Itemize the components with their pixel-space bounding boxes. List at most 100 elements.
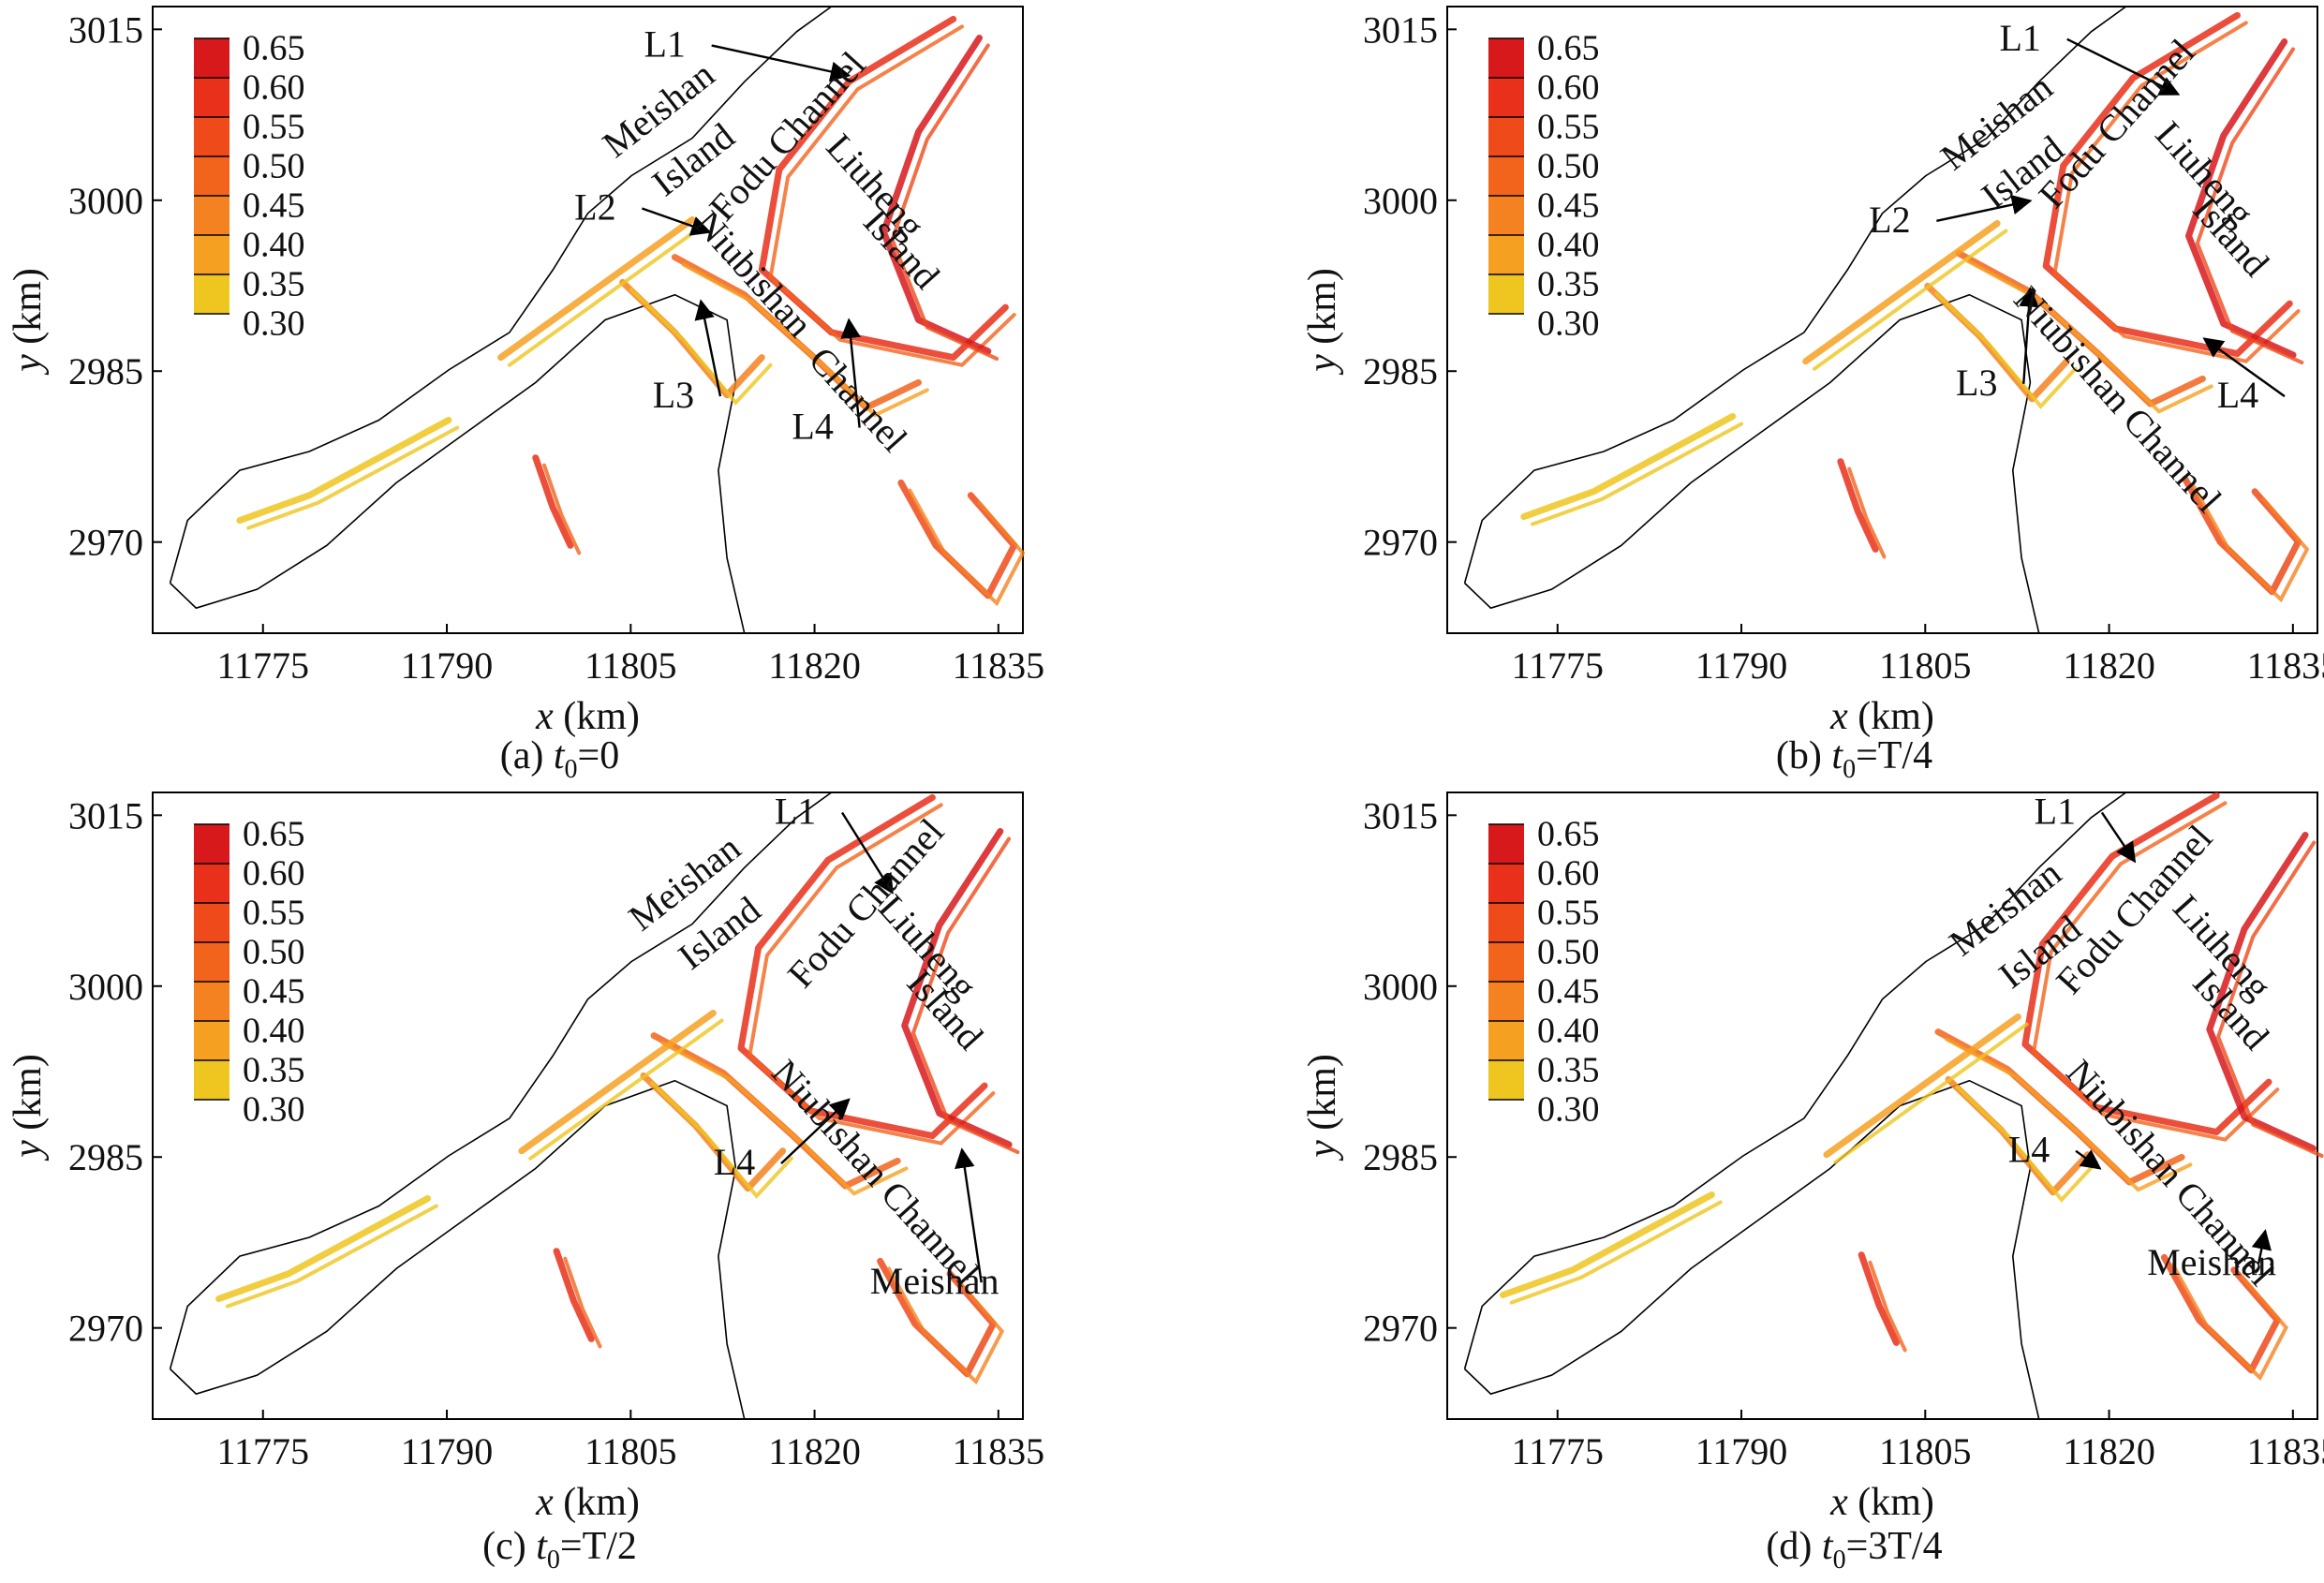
annotation-label: L2	[1869, 199, 1910, 241]
legend-swatch	[194, 864, 229, 903]
legend-swatch	[1488, 982, 1524, 1021]
ridge-streak	[681, 262, 929, 418]
legend-swatch	[194, 1021, 229, 1060]
panel-caption: (d) t0=3T/4	[1766, 1525, 1942, 1575]
ridge-streak	[542, 463, 582, 555]
legend-swatch	[194, 78, 229, 117]
ridge-streak	[890, 43, 999, 361]
annotation-label: L4	[2217, 374, 2258, 416]
legend-swatch	[194, 38, 229, 78]
legend-label: 0.50	[243, 933, 305, 972]
ridge-streak	[497, 216, 696, 362]
legend-label: 0.30	[1537, 1090, 1600, 1130]
legend-label: 0.40	[243, 226, 305, 265]
ridge-streak	[215, 1195, 432, 1303]
x-tick-label: 11805	[1879, 644, 1972, 687]
annotation-arrow	[2066, 37, 2181, 96]
annotation-arrow	[1936, 194, 2033, 223]
annotation-arrow	[2100, 811, 2137, 864]
ridge-streak	[908, 488, 1026, 607]
plot-area	[152, 6, 1024, 634]
legend-label: 0.35	[243, 265, 305, 304]
ridge-streak	[2192, 484, 2310, 603]
ridge-streak	[2195, 47, 2304, 364]
ridge-streak	[225, 1204, 438, 1309]
legend-label: 0.50	[1537, 933, 1600, 972]
ridge-streak	[236, 417, 452, 525]
y-tick-label: 2985	[68, 350, 143, 392]
legend-label: 0.30	[243, 1090, 305, 1130]
legend-label: 0.60	[243, 854, 305, 894]
ridge-streak	[910, 836, 1020, 1154]
legend-label: 0.65	[1537, 29, 1600, 68]
y-tick-label: 2970	[68, 522, 143, 564]
y-tick-label: 2985	[1363, 1136, 1438, 1178]
y-tick-label: 2985	[68, 1136, 143, 1178]
legend-swatch	[1488, 78, 1524, 117]
x-tick-label: 11820	[768, 1430, 861, 1472]
panel-c: 0.650.600.550.500.450.400.350.30 11775 117…	[7, 790, 1044, 1575]
x-tick-label: 11835	[953, 1430, 1045, 1472]
annotation-arrow	[2251, 1229, 2272, 1265]
legend-label: 0.45	[243, 186, 305, 226]
legend-swatch	[194, 235, 229, 274]
ridge-streak	[2185, 38, 2297, 359]
x-axis-label: x (km)	[535, 695, 640, 738]
legend-swatch	[1488, 196, 1524, 235]
coastline-north	[169, 792, 833, 1369]
ridge-streak	[2042, 11, 2293, 358]
x-tick-label: 11790	[401, 644, 494, 687]
ridge-streak	[532, 454, 574, 549]
annotation-arrow	[2019, 286, 2039, 384]
ridge-streak	[2031, 801, 2280, 1142]
annotation-label: L4	[792, 406, 833, 448]
annotation-arrow	[841, 811, 894, 895]
legend-swatch	[1488, 1060, 1524, 1100]
annotation-arrow	[641, 207, 712, 236]
ridge-streak	[1934, 291, 2078, 409]
coastline-south	[170, 1079, 746, 1420]
ridge-streak	[1509, 1200, 1723, 1305]
legend-label: 0.55	[1537, 108, 1600, 147]
annotation-arrow	[711, 44, 851, 81]
legend-swatch	[1488, 903, 1524, 942]
legend-label: 0.60	[243, 68, 305, 108]
legend-swatch	[1488, 274, 1524, 314]
panel-caption: (c) t0=T/2	[482, 1525, 637, 1575]
annotation-label: L1	[2035, 790, 2076, 832]
y-tick-label: 2970	[68, 1308, 143, 1350]
ridge-streak	[2206, 832, 2317, 1152]
y-axis-label: y (km)	[7, 268, 50, 376]
ridge-streak	[1520, 413, 1737, 521]
ridge-streak	[2170, 1263, 2289, 1382]
ridge-streak	[629, 288, 773, 406]
legend-swatch	[194, 117, 229, 156]
annotation-arrow	[694, 299, 722, 397]
y-tick-label: 3015	[68, 794, 143, 836]
legend-swatch	[1488, 156, 1524, 196]
annotation-label: L1	[775, 790, 816, 832]
legend-swatch	[1488, 824, 1524, 864]
legend-swatch	[194, 196, 229, 235]
legend-label: 0.65	[1537, 815, 1600, 854]
x-tick-label: 11775	[1512, 644, 1605, 687]
x-tick-label: 11820	[2063, 1430, 2155, 1472]
legend-swatch	[194, 1060, 229, 1100]
ridge-streak	[2215, 840, 2324, 1158]
x-axis-label: x (km)	[1829, 695, 1934, 738]
legend-label: 0.65	[243, 815, 305, 854]
y-axis-label: y (km)	[7, 1054, 50, 1161]
ridge-streak	[1955, 1085, 2098, 1203]
annotation-arrow	[780, 1098, 851, 1164]
legend-swatch	[194, 982, 229, 1021]
color-legend: 0.650.600.550.500.450.400.350.30	[194, 29, 305, 344]
panel-b: 0.650.600.550.500.450.400.350.30 11775 117…	[1301, 6, 2324, 784]
ridge-streak	[880, 35, 992, 355]
ridge-streak	[901, 828, 1013, 1148]
legend-swatch	[194, 942, 229, 982]
ridge-streak	[528, 1018, 724, 1161]
legend-label: 0.45	[1537, 186, 1600, 226]
y-tick-label: 2970	[1363, 522, 1438, 564]
annotation-label: L3	[1956, 362, 1997, 404]
x-tick-label: 11805	[585, 644, 677, 687]
